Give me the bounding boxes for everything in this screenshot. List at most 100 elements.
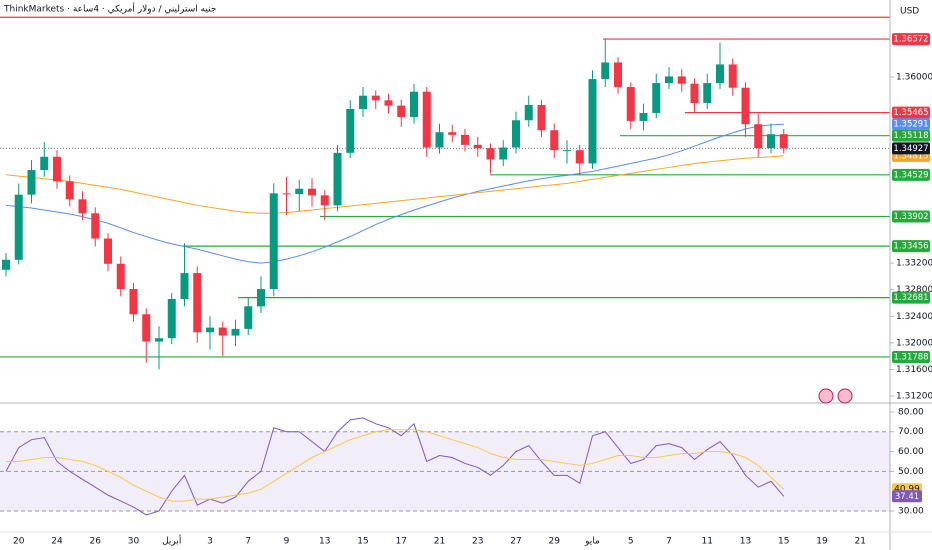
candle-body [690,83,699,103]
candle-body [155,338,163,342]
x-tick-label: 5 [628,537,634,547]
x-tick-label: 23 [472,537,483,547]
candle-body [346,108,355,153]
candle-body [231,328,240,336]
indicator-icons[interactable] [818,388,853,404]
candle-body [524,104,533,121]
x-tick-label: 19 [816,537,828,547]
icon[interactable] [837,388,853,404]
price-tag-label: 1.33456 [893,242,928,252]
candle-body [461,134,469,145]
x-tick-label: 20 [13,537,25,547]
candle-body [308,188,316,196]
candle-body [91,213,100,239]
candle-body [435,132,444,148]
price-tag [892,106,930,119]
x-tick-label: 29 [549,537,561,547]
candle-body [779,134,788,149]
x-tick-label: مايو [584,537,600,547]
candle-body [129,289,138,315]
value-tag [892,490,922,503]
x-tick-label: 11 [702,537,713,547]
x-tick-label: أبريل [162,535,181,547]
line [6,429,785,502]
x-tick-label: 7 [245,537,251,547]
x-tick-label: 26 [90,537,102,547]
candle-body [397,105,406,117]
candle-body [167,299,176,339]
candle-body [104,238,112,264]
x-tick-label: 7 [666,537,672,547]
candle-body [575,150,584,164]
price-tag-label: 1.35291 [893,120,928,130]
x-tick-label: 13 [740,537,751,547]
y-tick-label: 50.00 [898,467,924,477]
candle-body [550,130,559,151]
x-tick-label: 21 [855,537,866,547]
x-tick-label: 27 [510,537,521,547]
y-tick-label: 60.00 [898,447,924,457]
price-tag-label: 1.35118 [893,131,928,141]
candle-body [320,195,329,206]
candle-body [626,87,635,121]
x-tick-label: 15 [778,537,789,547]
candle-body [180,273,189,300]
candle-body [206,327,214,333]
candle-body [40,156,49,171]
icon[interactable] [818,388,834,404]
candle-body [563,150,571,152]
candle-body [665,76,673,84]
candle-body [2,259,10,270]
price-tag-label: 1.34529 [893,170,928,180]
y-tick-label: 1.31600 [896,365,932,375]
candle-body [537,104,546,131]
x-tick-label: 30 [128,537,140,547]
y-tick-label: 1.33200 [896,259,932,269]
candle-body [741,87,750,125]
price-tag-label: 1.33902 [893,212,928,222]
candle-body [371,95,380,101]
candle-body [448,132,457,135]
x-tick-label: 13 [319,537,330,547]
x-tick-label: 17 [396,537,407,547]
candle-body [359,95,367,109]
price-tag-label: 1.35465 [893,108,928,118]
candle-body [601,62,610,80]
x-tick-label: 9 [284,537,290,547]
candle-body [218,327,227,336]
x-tick-label: 3 [207,537,213,547]
price-tag [892,118,930,131]
candle-body [333,152,342,206]
value-tag-label: 40.99 [894,485,920,495]
chart-title: ThinkMarkets · جنيه استرليني / دولار أمر… [3,3,216,15]
price-tag [892,142,930,155]
price-tag [892,210,930,223]
y-tick-label: 1.36000 [896,73,932,83]
price-tag-label: 1.31788 [893,352,928,362]
candle-body [716,64,724,84]
y-tick-label: 1.32400 [896,312,932,322]
candle-body [473,144,482,149]
price-tag-label: 1.34927 [893,144,928,154]
candle-body [384,100,393,106]
candle-body [53,156,61,182]
price-tag [892,33,930,46]
x-tick-label: 24 [51,537,63,547]
x-tick-label: 15 [357,537,368,547]
candle-body [499,147,508,160]
line [5,155,784,214]
candle-body [116,263,125,290]
candle-body [677,76,686,84]
candle-body [282,193,291,195]
price-tag-label: 1.36572 [893,35,928,45]
candle-body [652,83,661,113]
candle-body [588,79,597,164]
candle-body [269,193,278,290]
candle-body [14,194,23,260]
y-tick-label: 1.32800 [896,285,932,295]
y-tick-label: 30.00 [898,506,924,516]
candle-body [244,306,253,329]
candle-body [422,91,431,148]
